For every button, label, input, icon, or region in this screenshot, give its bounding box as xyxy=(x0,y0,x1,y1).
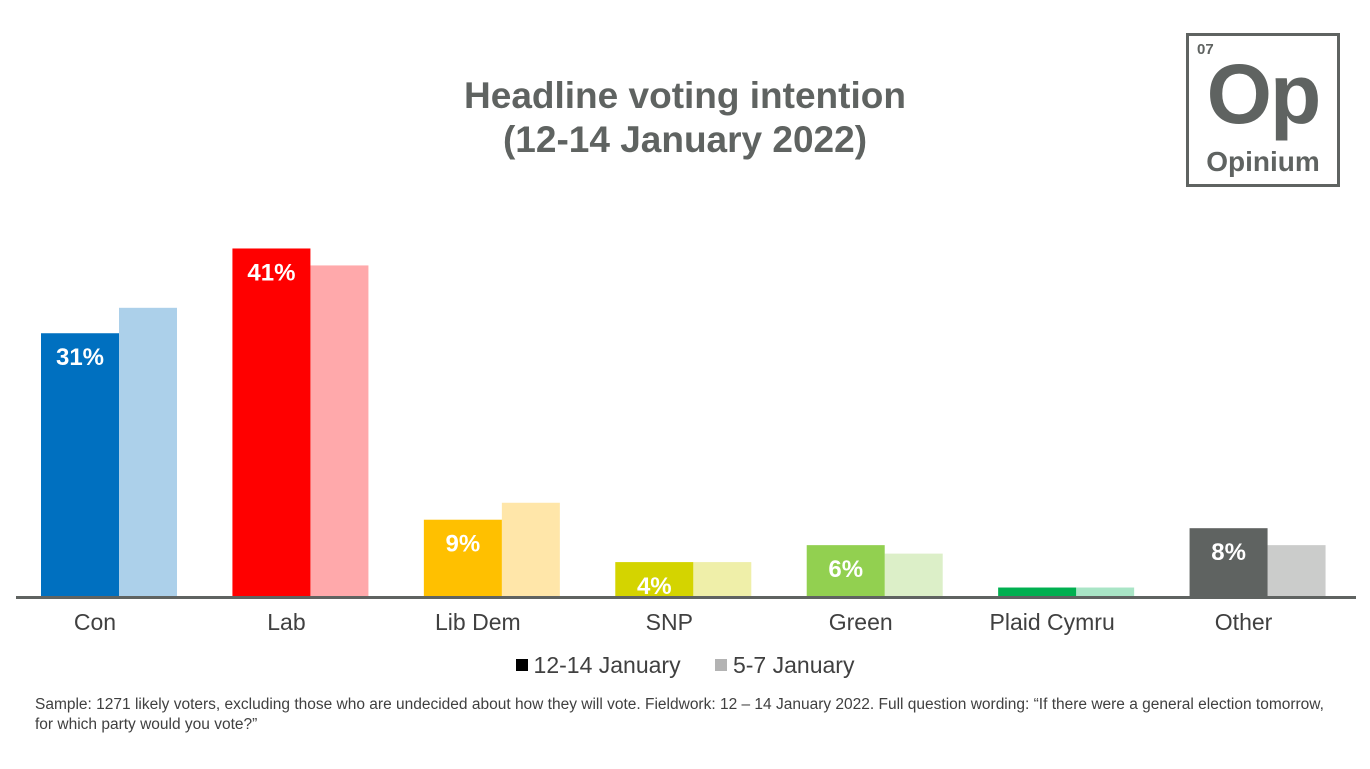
opinium-logo: 07 Op Opinium xyxy=(1186,33,1340,187)
bar-previous-snp xyxy=(693,562,752,596)
legend: 12-14 January 5-7 January xyxy=(0,650,1370,679)
x-tick-label-lab: Lab xyxy=(267,609,305,635)
data-label-green: 6% xyxy=(828,556,863,583)
data-label-lib-dem: 9% xyxy=(446,531,481,558)
legend-swatch-previous xyxy=(714,659,727,671)
legend-item-current: 12-14 January xyxy=(515,651,681,679)
bar-current-other xyxy=(1189,528,1268,596)
x-tick-label-green: Green xyxy=(829,609,893,635)
title-line-2: (12-14 January 2022) xyxy=(502,119,868,160)
bar-previous-green xyxy=(884,553,943,596)
chart-title: Headline voting intention (12-14 January… xyxy=(385,74,985,162)
bar-previous-other xyxy=(1267,545,1326,596)
x-tick-label-other: Other xyxy=(1215,609,1273,635)
bar-current-con xyxy=(41,333,119,596)
data-label-lab: 41% xyxy=(247,259,295,286)
x-tick-label-con: Con xyxy=(74,609,116,635)
data-label-con: 31% xyxy=(56,344,104,371)
bar-previous-con xyxy=(119,307,177,596)
data-label-other: 8% xyxy=(1211,539,1246,566)
bar-previous-plaid-cymru xyxy=(1076,587,1135,596)
x-tick-label-snp: SNP xyxy=(646,609,693,635)
bars-group: 31% 41% 9% 4% 6% 8% xyxy=(41,248,1326,600)
legend-label-previous: 5-7 January xyxy=(732,651,855,678)
x-tick-label-lib-dem: Lib Dem xyxy=(435,609,521,635)
title-line-1: Headline voting intention xyxy=(464,75,906,116)
bar-current-green xyxy=(806,545,885,596)
bar-previous-lab xyxy=(310,265,369,596)
bar-current-lib-dem xyxy=(423,519,502,596)
bar-chart: 31% 41% 9% 4% 6% 8% Con Lab Lib Dem SNP Green Plai… xyxy=(16,248,1356,635)
x-tick-label-plaid-cymru: Plaid Cymru xyxy=(990,609,1115,635)
footnote: Sample: 1271 likely voters, excluding th… xyxy=(35,696,1324,733)
logo-number: 07 xyxy=(1197,41,1214,58)
legend-label-current: 12-14 January xyxy=(533,651,681,678)
bar-current-snp xyxy=(615,562,694,596)
logo-symbol: Op xyxy=(1206,47,1322,141)
x-axis-labels: Con Lab Lib Dem SNP Green Plaid Cymru Other xyxy=(74,609,1273,635)
logo-name: Opinium xyxy=(1206,146,1320,177)
bar-current-lab xyxy=(232,248,311,596)
legend-swatch-current xyxy=(515,659,528,671)
bar-previous-lib-dem xyxy=(501,502,560,596)
bar-current-plaid-cymru xyxy=(998,587,1077,596)
data-label-snp: 4% xyxy=(637,573,672,600)
legend-item-previous: 5-7 January xyxy=(714,651,855,679)
